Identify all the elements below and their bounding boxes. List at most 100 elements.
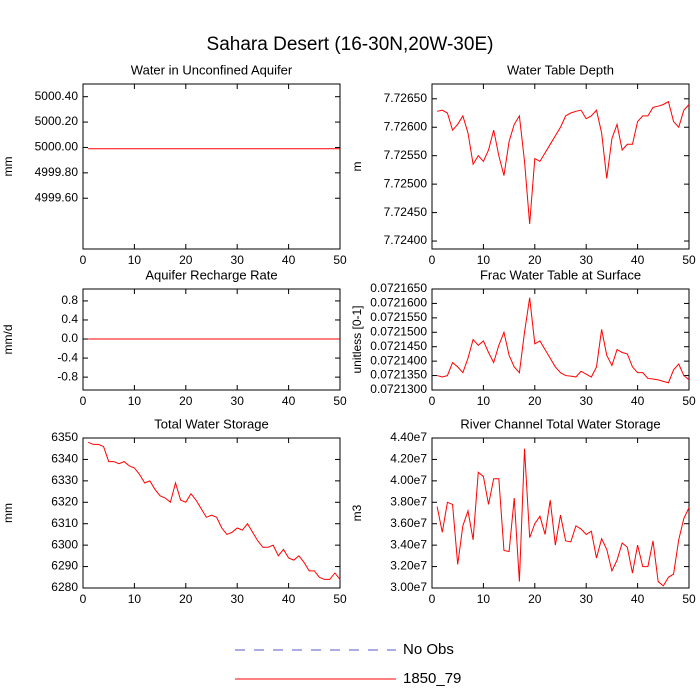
y-tick-label: 4.00e7	[390, 473, 427, 487]
x-tick-label: 40	[282, 253, 296, 267]
data-line	[87, 441, 341, 580]
x-tick-label: 10	[477, 394, 491, 408]
x-tick-label: 40	[282, 592, 296, 606]
y-tick-label: 3.20e7	[390, 559, 427, 573]
y-tick-label: 0.0721400	[370, 353, 427, 367]
x-tick-label: 50	[682, 592, 696, 606]
y-tick-label: 7.72650	[384, 91, 428, 105]
y-tick-label: 3.00e7	[390, 580, 427, 594]
x-tick-label: 10	[128, 394, 142, 408]
y-tick-label: 7.72600	[384, 119, 428, 133]
x-tick-label: 20	[528, 394, 542, 408]
y-axis-label: m	[350, 162, 364, 172]
y-tick-label: 7.72450	[384, 205, 428, 219]
y-tick-label: 5000.20	[35, 114, 79, 128]
legend-label: 1850_79	[403, 670, 461, 687]
plot-frame	[431, 288, 690, 391]
x-tick-label: 20	[179, 394, 193, 408]
y-tick-label: 0.0721500	[370, 324, 427, 338]
x-tick-label: 30	[580, 592, 594, 606]
y-tick-label: 3.40e7	[390, 537, 427, 551]
y-tick-label: 6310	[51, 516, 78, 530]
y-tick-label: 3.60e7	[390, 516, 427, 530]
y-axis-label: unitless [0-1]	[350, 305, 364, 373]
y-tick-label: -0.4	[57, 350, 78, 364]
y-tick-label: -0.8	[57, 369, 78, 383]
data-line	[437, 297, 690, 384]
y-tick-label: 7.72500	[384, 176, 428, 190]
y-tick-label: 7.72400	[384, 233, 428, 247]
y-tick-label: 6350	[51, 430, 78, 444]
y-tick-label: 6320	[51, 494, 78, 508]
x-tick-label: 30	[231, 253, 245, 267]
x-tick-label: 0	[429, 253, 436, 267]
x-tick-label: 50	[682, 253, 696, 267]
x-tick-label: 10	[477, 253, 491, 267]
y-tick-label: 6340	[51, 452, 78, 466]
x-tick-label: 0	[429, 592, 436, 606]
panel-title: Water in Unconfined Aquifer	[131, 62, 293, 77]
y-tick-label: 6290	[51, 559, 78, 573]
plot-frame	[82, 437, 341, 589]
x-tick-label: 50	[682, 394, 696, 408]
y-tick-label: 0.0721450	[370, 339, 427, 353]
x-tick-label: 20	[528, 592, 542, 606]
page-title: Sahara Desert (16-30N,20W-30E)	[207, 34, 494, 55]
x-tick-label: 20	[528, 253, 542, 267]
x-tick-label: 30	[231, 394, 245, 408]
x-tick-label: 50	[333, 253, 347, 267]
x-tick-label: 0	[80, 592, 87, 606]
x-tick-label: 40	[631, 253, 645, 267]
x-tick-label: 50	[333, 394, 347, 408]
panel-title: Water Table Depth	[507, 62, 614, 77]
panel-title: Aquifer Recharge Rate	[145, 267, 277, 282]
panel-title: Frac Water Table at Surface	[480, 267, 641, 282]
x-tick-label: 0	[429, 394, 436, 408]
y-tick-label: 6280	[51, 580, 78, 594]
y-axis-label: mm	[1, 157, 15, 177]
y-axis-label: mm	[1, 503, 15, 523]
x-tick-label: 10	[128, 592, 142, 606]
panel-title: Total Water Storage	[154, 416, 268, 431]
x-tick-label: 20	[179, 592, 193, 606]
y-tick-label: 0.0721350	[370, 368, 427, 382]
plot-frame	[431, 83, 690, 250]
x-tick-label: 40	[631, 592, 645, 606]
y-tick-label: 0.8	[61, 293, 78, 307]
data-line	[436, 448, 690, 587]
y-tick-label: 4.20e7	[390, 452, 427, 466]
y-tick-label: 7.72550	[384, 148, 428, 162]
y-tick-label: 0.0721550	[370, 310, 427, 324]
y-tick-label: 3.80e7	[390, 494, 427, 508]
plot-frame	[431, 437, 690, 589]
y-tick-label: 5000.40	[35, 89, 79, 103]
x-tick-label: 30	[580, 394, 594, 408]
y-tick-label: 0.0	[61, 331, 78, 345]
y-tick-label: 4999.60	[35, 190, 79, 204]
plot-frame	[82, 83, 341, 250]
legend-label: No Obs	[403, 641, 454, 658]
x-tick-label: 30	[580, 253, 594, 267]
y-axis-label: m3	[350, 504, 364, 521]
x-tick-label: 10	[477, 592, 491, 606]
y-tick-label: 0.0721600	[370, 296, 427, 310]
y-tick-label: 4999.80	[35, 165, 79, 179]
x-tick-label: 10	[128, 253, 142, 267]
y-axis-label: mm/d	[1, 325, 15, 355]
x-tick-label: 0	[80, 394, 87, 408]
y-tick-label: 0.0721650	[370, 281, 427, 295]
data-line	[437, 100, 690, 225]
y-tick-label: 0.0721300	[370, 382, 427, 396]
y-tick-label: 6330	[51, 473, 78, 487]
y-tick-label: 5000.00	[35, 140, 79, 154]
x-tick-label: 40	[282, 394, 296, 408]
y-tick-label: 0.4	[61, 312, 78, 326]
y-tick-label: 4.40e7	[390, 430, 427, 444]
x-tick-label: 0	[80, 253, 87, 267]
x-tick-label: 40	[631, 394, 645, 408]
x-tick-label: 30	[231, 592, 245, 606]
y-tick-label: 6300	[51, 537, 78, 551]
x-tick-label: 50	[333, 592, 347, 606]
panel-title: River Channel Total Water Storage	[460, 416, 660, 431]
